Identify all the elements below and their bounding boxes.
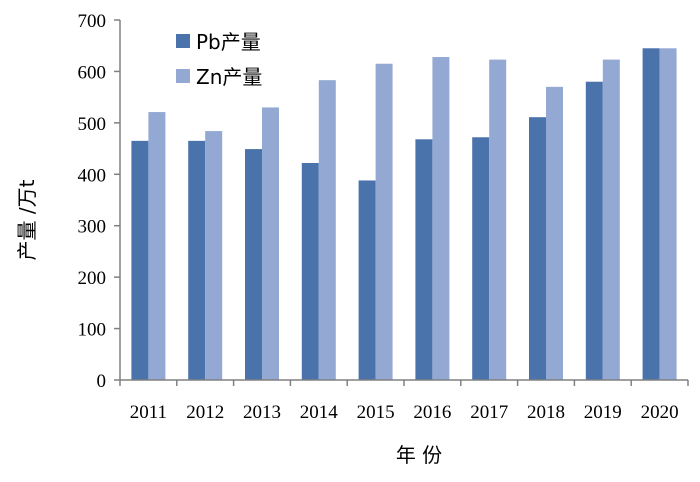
- y-tick-label: 500: [78, 114, 107, 135]
- y-tick-label: 700: [78, 11, 107, 32]
- bar-zn-2014: [318, 80, 336, 381]
- x-tick-label: 2019: [584, 402, 622, 423]
- bar-pb-2013: [245, 149, 262, 380]
- y-tick-label: 200: [78, 268, 107, 289]
- bar-zn-2018: [546, 86, 563, 380]
- legend-label-pb: Pb产量: [196, 30, 261, 54]
- x-tick-label: 2016: [413, 402, 451, 423]
- legend: Pb产量 Zn产量: [176, 30, 262, 89]
- x-axis-title: 年 份: [396, 443, 442, 467]
- legend-swatch-pb: [176, 34, 190, 48]
- bar-pb-2017: [472, 137, 490, 380]
- legend-label-zn: Zn产量: [196, 65, 262, 89]
- bar-zn-2020: [659, 48, 677, 381]
- bar-zn-2011: [148, 112, 166, 381]
- bar-pb-2016: [415, 139, 433, 380]
- bar-zn-2017: [489, 59, 507, 380]
- bar-pb-2015: [358, 180, 376, 380]
- x-tick-label: 2020: [641, 402, 679, 423]
- y-axis-title: 产量 /万t: [15, 179, 39, 260]
- legend-swatch-zn: [176, 69, 190, 83]
- x-tick-label: 2013: [243, 402, 281, 423]
- x-tick-label: 2015: [357, 402, 395, 423]
- bar-zn-2015: [375, 63, 393, 380]
- y-tick-label: 400: [78, 165, 107, 186]
- bars-group: [131, 48, 677, 381]
- y-ticks: 0 100 200 300 400 500 600 700: [78, 11, 120, 392]
- bar-pb-2011: [131, 140, 149, 380]
- x-tick-label: 2012: [186, 402, 224, 423]
- x-tick-label: 2018: [527, 402, 565, 423]
- bar-pb-2019: [585, 81, 603, 380]
- y-tick-label: 300: [78, 217, 107, 238]
- x-tick-label: 2011: [130, 402, 167, 423]
- bar-zn-2019: [602, 59, 620, 380]
- bar-pb-2014: [301, 162, 319, 380]
- bar-pb-2012: [188, 140, 206, 380]
- y-tick-label: 100: [78, 320, 107, 341]
- bar-pb-2020: [642, 48, 660, 381]
- x-tick-label: 2014: [300, 402, 339, 423]
- bar-zn-2013: [262, 107, 279, 380]
- y-tick-label: 0: [97, 371, 107, 392]
- x-tick-label: 2017: [470, 402, 508, 423]
- x-ticks: 2011 2012 2013 2014 2015 2016 2017 2018 2019 2020: [119, 380, 689, 423]
- bar-zn-2012: [205, 131, 223, 380]
- bar-pb-2018: [529, 117, 546, 380]
- y-tick-label: 600: [78, 62, 107, 83]
- bar-zn-2016: [432, 57, 450, 381]
